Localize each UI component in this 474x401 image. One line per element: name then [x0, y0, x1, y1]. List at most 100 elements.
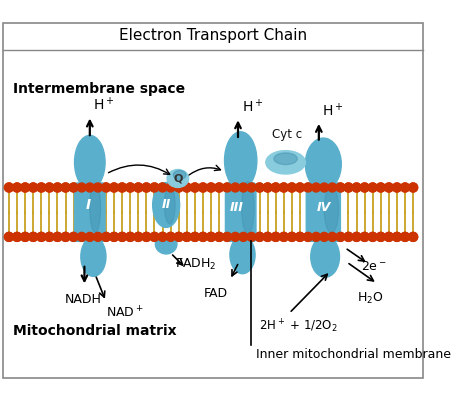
- Text: Inner mitochondrial membrane: Inner mitochondrial membrane: [256, 348, 451, 361]
- Text: II: II: [162, 198, 171, 211]
- Circle shape: [53, 233, 62, 241]
- Circle shape: [384, 233, 393, 241]
- Circle shape: [166, 183, 175, 192]
- Circle shape: [295, 183, 304, 192]
- Circle shape: [320, 233, 328, 241]
- Circle shape: [150, 183, 159, 192]
- Circle shape: [93, 233, 102, 241]
- Circle shape: [69, 233, 78, 241]
- Circle shape: [409, 233, 418, 241]
- Circle shape: [255, 183, 264, 192]
- Circle shape: [101, 183, 110, 192]
- Circle shape: [287, 183, 296, 192]
- Circle shape: [376, 233, 385, 241]
- Ellipse shape: [225, 132, 257, 189]
- Circle shape: [409, 183, 418, 192]
- Circle shape: [166, 233, 175, 241]
- Circle shape: [376, 183, 385, 192]
- Circle shape: [61, 233, 70, 241]
- Circle shape: [344, 233, 353, 241]
- Circle shape: [77, 183, 86, 192]
- Circle shape: [401, 183, 410, 192]
- Circle shape: [77, 233, 86, 241]
- Circle shape: [231, 183, 240, 192]
- Circle shape: [328, 233, 337, 241]
- Circle shape: [271, 183, 280, 192]
- Circle shape: [207, 183, 216, 192]
- Circle shape: [166, 233, 175, 241]
- Circle shape: [311, 183, 320, 192]
- Circle shape: [279, 183, 288, 192]
- Circle shape: [368, 183, 377, 192]
- Circle shape: [360, 233, 369, 241]
- Ellipse shape: [274, 153, 297, 164]
- Circle shape: [93, 183, 102, 192]
- Circle shape: [101, 233, 110, 241]
- Circle shape: [392, 183, 401, 192]
- Text: I: I: [85, 198, 91, 212]
- Circle shape: [223, 233, 232, 241]
- Circle shape: [295, 233, 304, 241]
- Circle shape: [85, 183, 94, 192]
- Ellipse shape: [81, 237, 106, 276]
- Text: FAD: FAD: [203, 287, 228, 300]
- Circle shape: [77, 183, 86, 192]
- Circle shape: [142, 183, 151, 192]
- Ellipse shape: [242, 182, 254, 234]
- Circle shape: [401, 233, 410, 241]
- Circle shape: [69, 183, 78, 192]
- Circle shape: [384, 233, 393, 241]
- Circle shape: [142, 233, 151, 241]
- Circle shape: [4, 183, 13, 192]
- Circle shape: [69, 233, 78, 241]
- Circle shape: [255, 233, 264, 241]
- Circle shape: [29, 183, 38, 192]
- Circle shape: [21, 233, 30, 241]
- Circle shape: [344, 183, 353, 192]
- Circle shape: [247, 183, 256, 192]
- Circle shape: [303, 183, 312, 192]
- Circle shape: [207, 183, 216, 192]
- Circle shape: [13, 183, 21, 192]
- Circle shape: [384, 183, 393, 192]
- Circle shape: [263, 183, 272, 192]
- Circle shape: [336, 233, 345, 241]
- Circle shape: [303, 233, 312, 241]
- Circle shape: [53, 233, 62, 241]
- Circle shape: [109, 233, 118, 241]
- Circle shape: [409, 233, 418, 241]
- Circle shape: [199, 183, 208, 192]
- Circle shape: [279, 233, 288, 241]
- Circle shape: [85, 233, 94, 241]
- Circle shape: [239, 183, 248, 192]
- Circle shape: [320, 233, 328, 241]
- Circle shape: [376, 233, 385, 241]
- Circle shape: [295, 233, 304, 241]
- Circle shape: [21, 183, 30, 192]
- Circle shape: [13, 233, 21, 241]
- Circle shape: [360, 233, 369, 241]
- Circle shape: [118, 183, 127, 192]
- Circle shape: [29, 233, 38, 241]
- Circle shape: [4, 233, 13, 241]
- Circle shape: [263, 233, 272, 241]
- Circle shape: [247, 233, 256, 241]
- Circle shape: [295, 183, 304, 192]
- Circle shape: [191, 183, 200, 192]
- Circle shape: [37, 183, 46, 192]
- Circle shape: [182, 183, 191, 192]
- Circle shape: [45, 183, 54, 192]
- Circle shape: [199, 233, 208, 241]
- Circle shape: [142, 233, 151, 241]
- FancyBboxPatch shape: [3, 23, 423, 378]
- Circle shape: [21, 233, 30, 241]
- Text: H$^+$: H$^+$: [93, 95, 115, 113]
- Circle shape: [263, 183, 272, 192]
- Circle shape: [158, 183, 167, 192]
- Circle shape: [150, 233, 159, 241]
- Text: Cyt c: Cyt c: [273, 128, 302, 141]
- Circle shape: [93, 233, 102, 241]
- Circle shape: [61, 183, 70, 192]
- Circle shape: [101, 183, 110, 192]
- Circle shape: [85, 183, 94, 192]
